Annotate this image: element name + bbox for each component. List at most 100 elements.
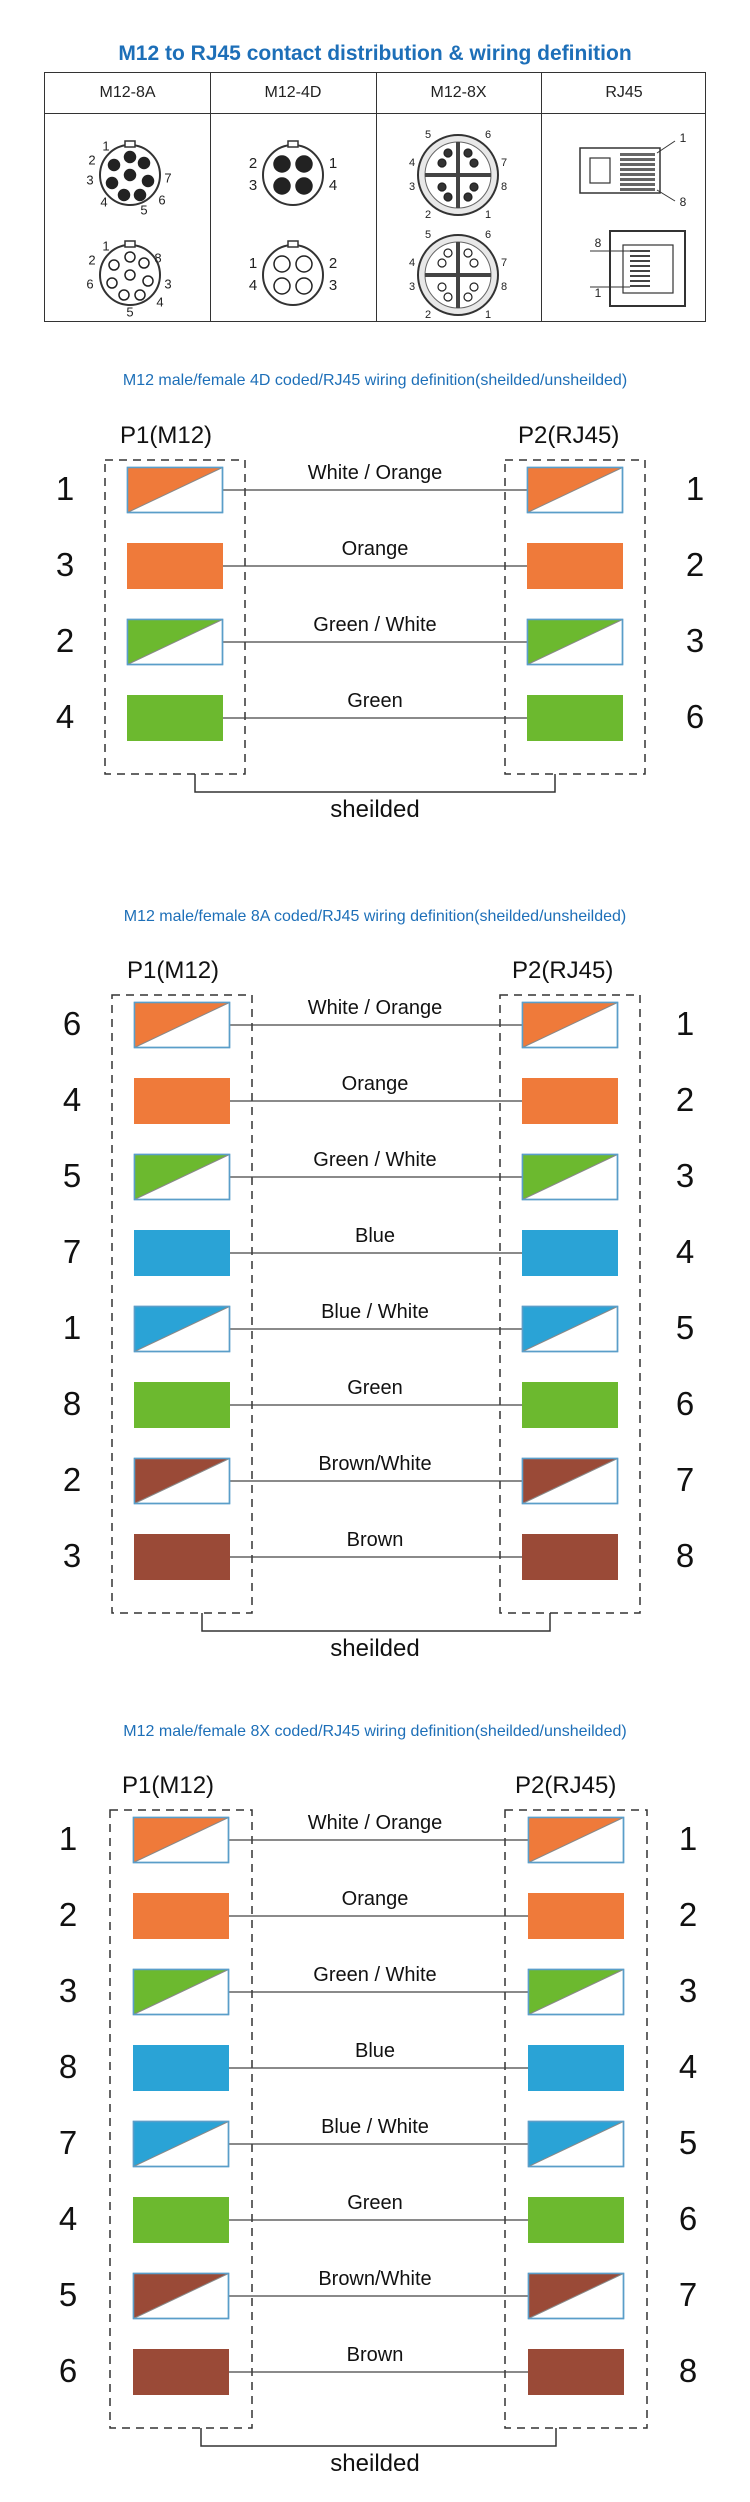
- p2-pin-number: 8: [678, 2352, 698, 2389]
- pin-dot: [273, 277, 291, 295]
- p2-pin-swatch: [526, 466, 624, 514]
- p2-pin-number: 7: [675, 1461, 695, 1498]
- m12-8a-male-connector: 2 34 56 7 1: [86, 138, 171, 217]
- p2-pin-number: 1: [675, 1005, 695, 1042]
- p1-pin-number: 2: [62, 1461, 82, 1498]
- pin-label: 4: [100, 194, 107, 209]
- p2-pin-swatch: [528, 1893, 624, 1939]
- header-m12-8a: M12-8A: [99, 84, 156, 101]
- header-m12-8x: M12-8X: [430, 84, 487, 101]
- pin-dot: [443, 248, 453, 258]
- pin-dot: [142, 275, 154, 287]
- pin-label: 6: [485, 129, 491, 141]
- pin-dot: [295, 255, 313, 273]
- wire-color-label: White / Orange: [307, 462, 443, 484]
- shield-label: sheilded: [330, 796, 420, 823]
- pin-label: 1: [249, 255, 257, 272]
- wire-color-label: Green / White: [313, 1964, 437, 1986]
- pin-label: 5: [140, 202, 147, 217]
- pin-dot: [134, 289, 146, 301]
- p2-pin-number: 2: [675, 1081, 695, 1118]
- wire-color-label: Blue: [354, 1225, 396, 1247]
- pin-label: 8: [154, 250, 161, 265]
- header-rj45: RJ45: [605, 84, 643, 101]
- wire-color-label: Orange: [341, 1073, 409, 1095]
- pin-dot: [295, 277, 313, 295]
- pin-label: 7: [164, 170, 171, 185]
- pin-label: 2: [425, 209, 431, 221]
- p1-pin-swatch: [134, 1078, 230, 1124]
- p2-pin-swatch: [527, 1816, 625, 1864]
- pin-label: 2: [88, 252, 95, 267]
- pin-dot: [437, 158, 447, 168]
- wiring-section-4d: P1(M12) P2(RJ45) 1 1 White / Orange 3 2 Orange 2…: [0, 410, 750, 850]
- p1-pin-number: 2: [58, 1896, 78, 1933]
- p2-pin-number: 2: [678, 1896, 698, 1933]
- p1-pin-number: 1: [55, 470, 75, 507]
- pin-dot: [137, 156, 151, 170]
- p1-pin-swatch: [132, 1816, 230, 1864]
- pin-label: 4: [156, 294, 163, 309]
- pin-label: 4: [409, 157, 415, 169]
- wire-color-label: Brown: [346, 2344, 404, 2366]
- pin-dot: [437, 182, 447, 192]
- pin-dot: [443, 192, 453, 202]
- wire-color-label: Brown/White: [318, 1453, 432, 1475]
- p2-pin-number: 6: [685, 698, 705, 735]
- pin-dot: [469, 282, 479, 292]
- p1-pin-number: 8: [58, 2048, 78, 2085]
- p2-pin-number: 5: [675, 1309, 695, 1346]
- m12-4d-male-connector: 2 1 3 4: [249, 140, 337, 206]
- wire-color-label: Blue / White: [321, 1301, 429, 1323]
- p1-pin-swatch: [134, 1230, 230, 1276]
- p1-enclosure: [109, 1809, 253, 2429]
- pin-label: 2: [88, 152, 95, 167]
- p2-pin-swatch: [521, 1305, 619, 1353]
- pin-label: 1: [485, 309, 491, 321]
- wire-color-label: White / Orange: [307, 997, 443, 1019]
- pin-dot: [469, 182, 479, 192]
- rj45-jack-pin-1-label: 1: [595, 286, 602, 300]
- pin-dot: [443, 148, 453, 158]
- p1-label: P1(M12): [120, 422, 213, 449]
- pin-label: 3: [409, 181, 415, 193]
- pin-label: 5: [425, 229, 431, 241]
- table-header-row: [45, 73, 705, 114]
- pin-dot: [295, 177, 313, 195]
- pin-dot: [107, 158, 121, 172]
- p2-pin-number: 3: [675, 1157, 695, 1194]
- pin-label: 1: [102, 138, 109, 153]
- p2-enclosure: [504, 459, 646, 775]
- pin-dot: [138, 257, 150, 269]
- p2-pin-swatch: [528, 2349, 624, 2395]
- p2-pin-swatch: [528, 2045, 624, 2091]
- pin-label: 7: [501, 257, 507, 269]
- m12-8x-male-connector: 5 6 4 7 3 8 2 1: [409, 129, 507, 221]
- pin-dot: [295, 155, 313, 173]
- p1-label: P1(M12): [127, 957, 220, 984]
- pin-label: 1: [485, 209, 491, 221]
- pin-dot: [443, 292, 453, 302]
- p2-pin-swatch: [527, 1968, 625, 2016]
- p1-pin-swatch: [127, 543, 223, 589]
- wiring-section-8a: P1(M12) P2(RJ45) 6 1 White / Orange 4 2 Orange 5…: [0, 945, 750, 1662]
- p1-pin-swatch: [133, 1001, 231, 1049]
- pin-dot: [463, 148, 473, 158]
- p2-pin-swatch: [527, 2120, 625, 2168]
- pin-dot: [463, 248, 473, 258]
- wiring-section-8x: P1(M12) P2(RJ45) 1 1 White / Orange 2 2 Orange 3…: [0, 1760, 750, 2500]
- pin-dot: [469, 258, 479, 268]
- shield-bracket: [201, 1613, 551, 1632]
- rj45-jack-pin-8-label: 8: [595, 236, 602, 250]
- p1-pin-swatch: [126, 466, 224, 514]
- wiring-diagram: [109, 1809, 648, 2447]
- p2-pin-number: 1: [685, 470, 705, 507]
- p2-label: P2(RJ45): [512, 957, 614, 984]
- wire-color-label: Green: [347, 2192, 403, 2214]
- p2-pin-swatch: [521, 1153, 619, 1201]
- p2-enclosure: [504, 1809, 648, 2429]
- p1-enclosure: [104, 459, 246, 775]
- pin-label: 3: [86, 172, 93, 187]
- pin-label: 1: [329, 155, 337, 172]
